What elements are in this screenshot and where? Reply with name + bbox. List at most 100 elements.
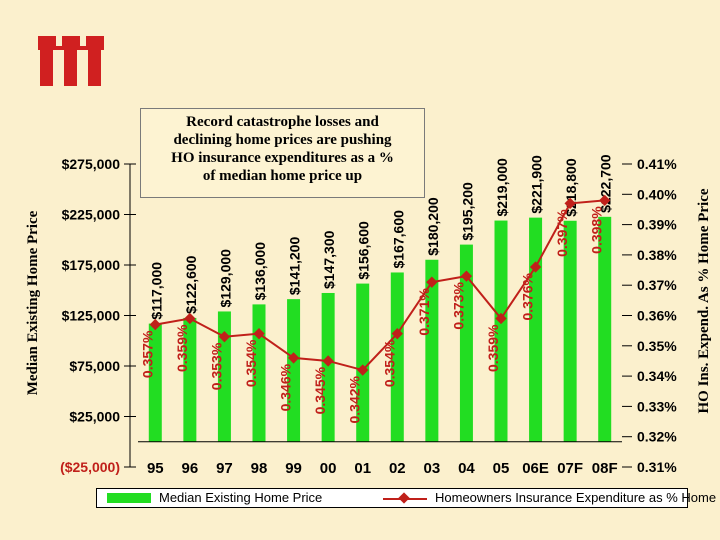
callout-line: of median home price up: [202, 168, 363, 184]
line-point: [218, 331, 231, 343]
bar-value-label: $221,900: [529, 155, 545, 214]
line-point: [529, 261, 542, 273]
bar-value-labels: $117,000 $122,600 $129,000 $136,000 $141,200…: [148, 154, 613, 319]
bar: [563, 220, 577, 442]
line-value-labels: 0.357% 0.359% 0.353% 0.354% 0.346% 0.345% 0.34…: [139, 206, 604, 424]
bar-series: [148, 216, 612, 442]
right-tick-label: 0.34%: [637, 368, 677, 384]
bar-value-label: $180,200: [425, 197, 441, 256]
bar-value-label: $136,000: [252, 242, 268, 301]
line-value-label: 0.353%: [208, 342, 224, 390]
bar: [598, 216, 612, 442]
left-tick-label: $125,000: [62, 308, 121, 324]
left-tick-label: $175,000: [62, 257, 121, 273]
line-value-label: 0.397%: [554, 209, 570, 257]
line-point: [149, 318, 161, 331]
right-tick-label: 0.31%: [637, 459, 677, 475]
legend-bar-label: Median Existing Home Price: [159, 490, 323, 505]
right-tick-label: 0.40%: [637, 186, 677, 202]
line-point: [495, 312, 507, 325]
callout-box: Record catastrophe losses and declining …: [140, 108, 425, 198]
legend-marker-icon: [398, 492, 410, 504]
callout-line: HO insurance expenditures as a %: [171, 150, 394, 166]
bar: [183, 317, 197, 442]
x-tick-label: 97: [216, 460, 233, 477]
x-tick-label: 99: [285, 460, 302, 477]
bar: [148, 323, 162, 442]
bar-value-label: $122,600: [183, 255, 199, 314]
bar: [529, 217, 543, 442]
left-tick-label: $75,000: [69, 358, 120, 374]
right-tick-label: 0.37%: [637, 277, 677, 293]
x-axis-ticks: 95 96 97 98 99 00 01 02 03 04 05 06E 07F 08F: [147, 460, 618, 477]
line-value-label: 0.342%: [347, 375, 363, 423]
x-tick-label: 05: [493, 460, 510, 477]
line-value-label: 0.398%: [589, 206, 605, 254]
bar: [390, 272, 404, 442]
bar: [459, 244, 473, 442]
x-tick-label: 98: [251, 460, 268, 477]
line-point: [253, 328, 265, 340]
legend-bar-swatch: [107, 493, 151, 503]
line-value-label: 0.354%: [381, 339, 397, 387]
legend-line-label: Homeowners Insurance Expenditure as % Ho…: [435, 490, 720, 505]
left-axis-ticks: ($25,000) $25,000 $75,000 $125,000 $175,000 $…: [60, 156, 136, 475]
line-path: [155, 199, 605, 372]
line-point: [322, 355, 334, 367]
iii-logo: [38, 36, 104, 86]
line-point: [184, 312, 196, 325]
bar-value-label: $167,600: [390, 210, 406, 269]
axes: [129, 164, 622, 467]
x-tick-label: 07F: [557, 460, 583, 477]
x-tick-label: 02: [389, 460, 406, 477]
right-tick-label: 0.32%: [637, 429, 677, 445]
line-value-label: 0.357%: [139, 330, 155, 378]
line-value-label: 0.359%: [174, 324, 190, 372]
right-axis-title: HO Ins. Expend. As % Home Price: [696, 188, 712, 413]
bar: [217, 311, 231, 442]
bar-value-label: $141,200: [287, 237, 303, 296]
left-tick-label: $25,000: [69, 409, 120, 425]
bar: [494, 220, 508, 442]
callout-line: Record catastrophe losses and: [186, 114, 379, 130]
line-point: [599, 194, 611, 207]
bar-value-label: $117,000: [148, 262, 164, 320]
callout-line: declining home prices are pushing: [173, 132, 392, 148]
right-tick-label: 0.36%: [637, 308, 677, 324]
line-point: [391, 328, 403, 340]
bar: [287, 299, 301, 442]
line-value-label: 0.376%: [520, 272, 536, 320]
bar-value-label: $195,200: [459, 182, 475, 241]
x-tick-label: 03: [424, 460, 441, 477]
line-value-label: 0.373%: [450, 282, 466, 330]
right-tick-label: 0.41%: [637, 156, 677, 172]
line-series: [149, 194, 611, 376]
bar-value-label: $129,000: [217, 249, 233, 308]
x-tick-label: 95: [147, 460, 164, 477]
line-value-label: 0.346%: [278, 363, 294, 411]
x-tick-label: 01: [354, 460, 371, 477]
line-point: [287, 352, 300, 364]
line-value-label: 0.359%: [485, 324, 501, 372]
x-tick-label: 96: [182, 460, 199, 477]
bar-value-label: $219,000: [494, 158, 510, 217]
line-value-label: 0.345%: [312, 366, 328, 414]
x-tick-label: 04: [458, 460, 475, 477]
x-tick-label: 08F: [592, 460, 618, 477]
right-tick-label: 0.38%: [637, 247, 677, 263]
line-point: [357, 364, 369, 376]
right-tick-label: 0.33%: [637, 398, 677, 414]
line-point: [564, 197, 576, 210]
left-tick-label: ($25,000): [60, 459, 120, 475]
bar-value-label: $147,300: [321, 230, 337, 289]
right-tick-label: 0.39%: [637, 217, 677, 233]
bar-value-label: $156,600: [356, 221, 372, 280]
line-value-label: 0.371%: [416, 288, 432, 336]
left-axis-title: Median Existing Home Price: [25, 210, 41, 395]
bar: [321, 292, 335, 442]
line-point: [460, 270, 473, 282]
right-axis-ticks: 0.31% 0.32% 0.33% 0.34% 0.35% 0.36% 0.37% 0.38%…: [622, 156, 677, 475]
line-value-label: 0.354%: [243, 339, 259, 387]
line-point: [426, 276, 438, 288]
